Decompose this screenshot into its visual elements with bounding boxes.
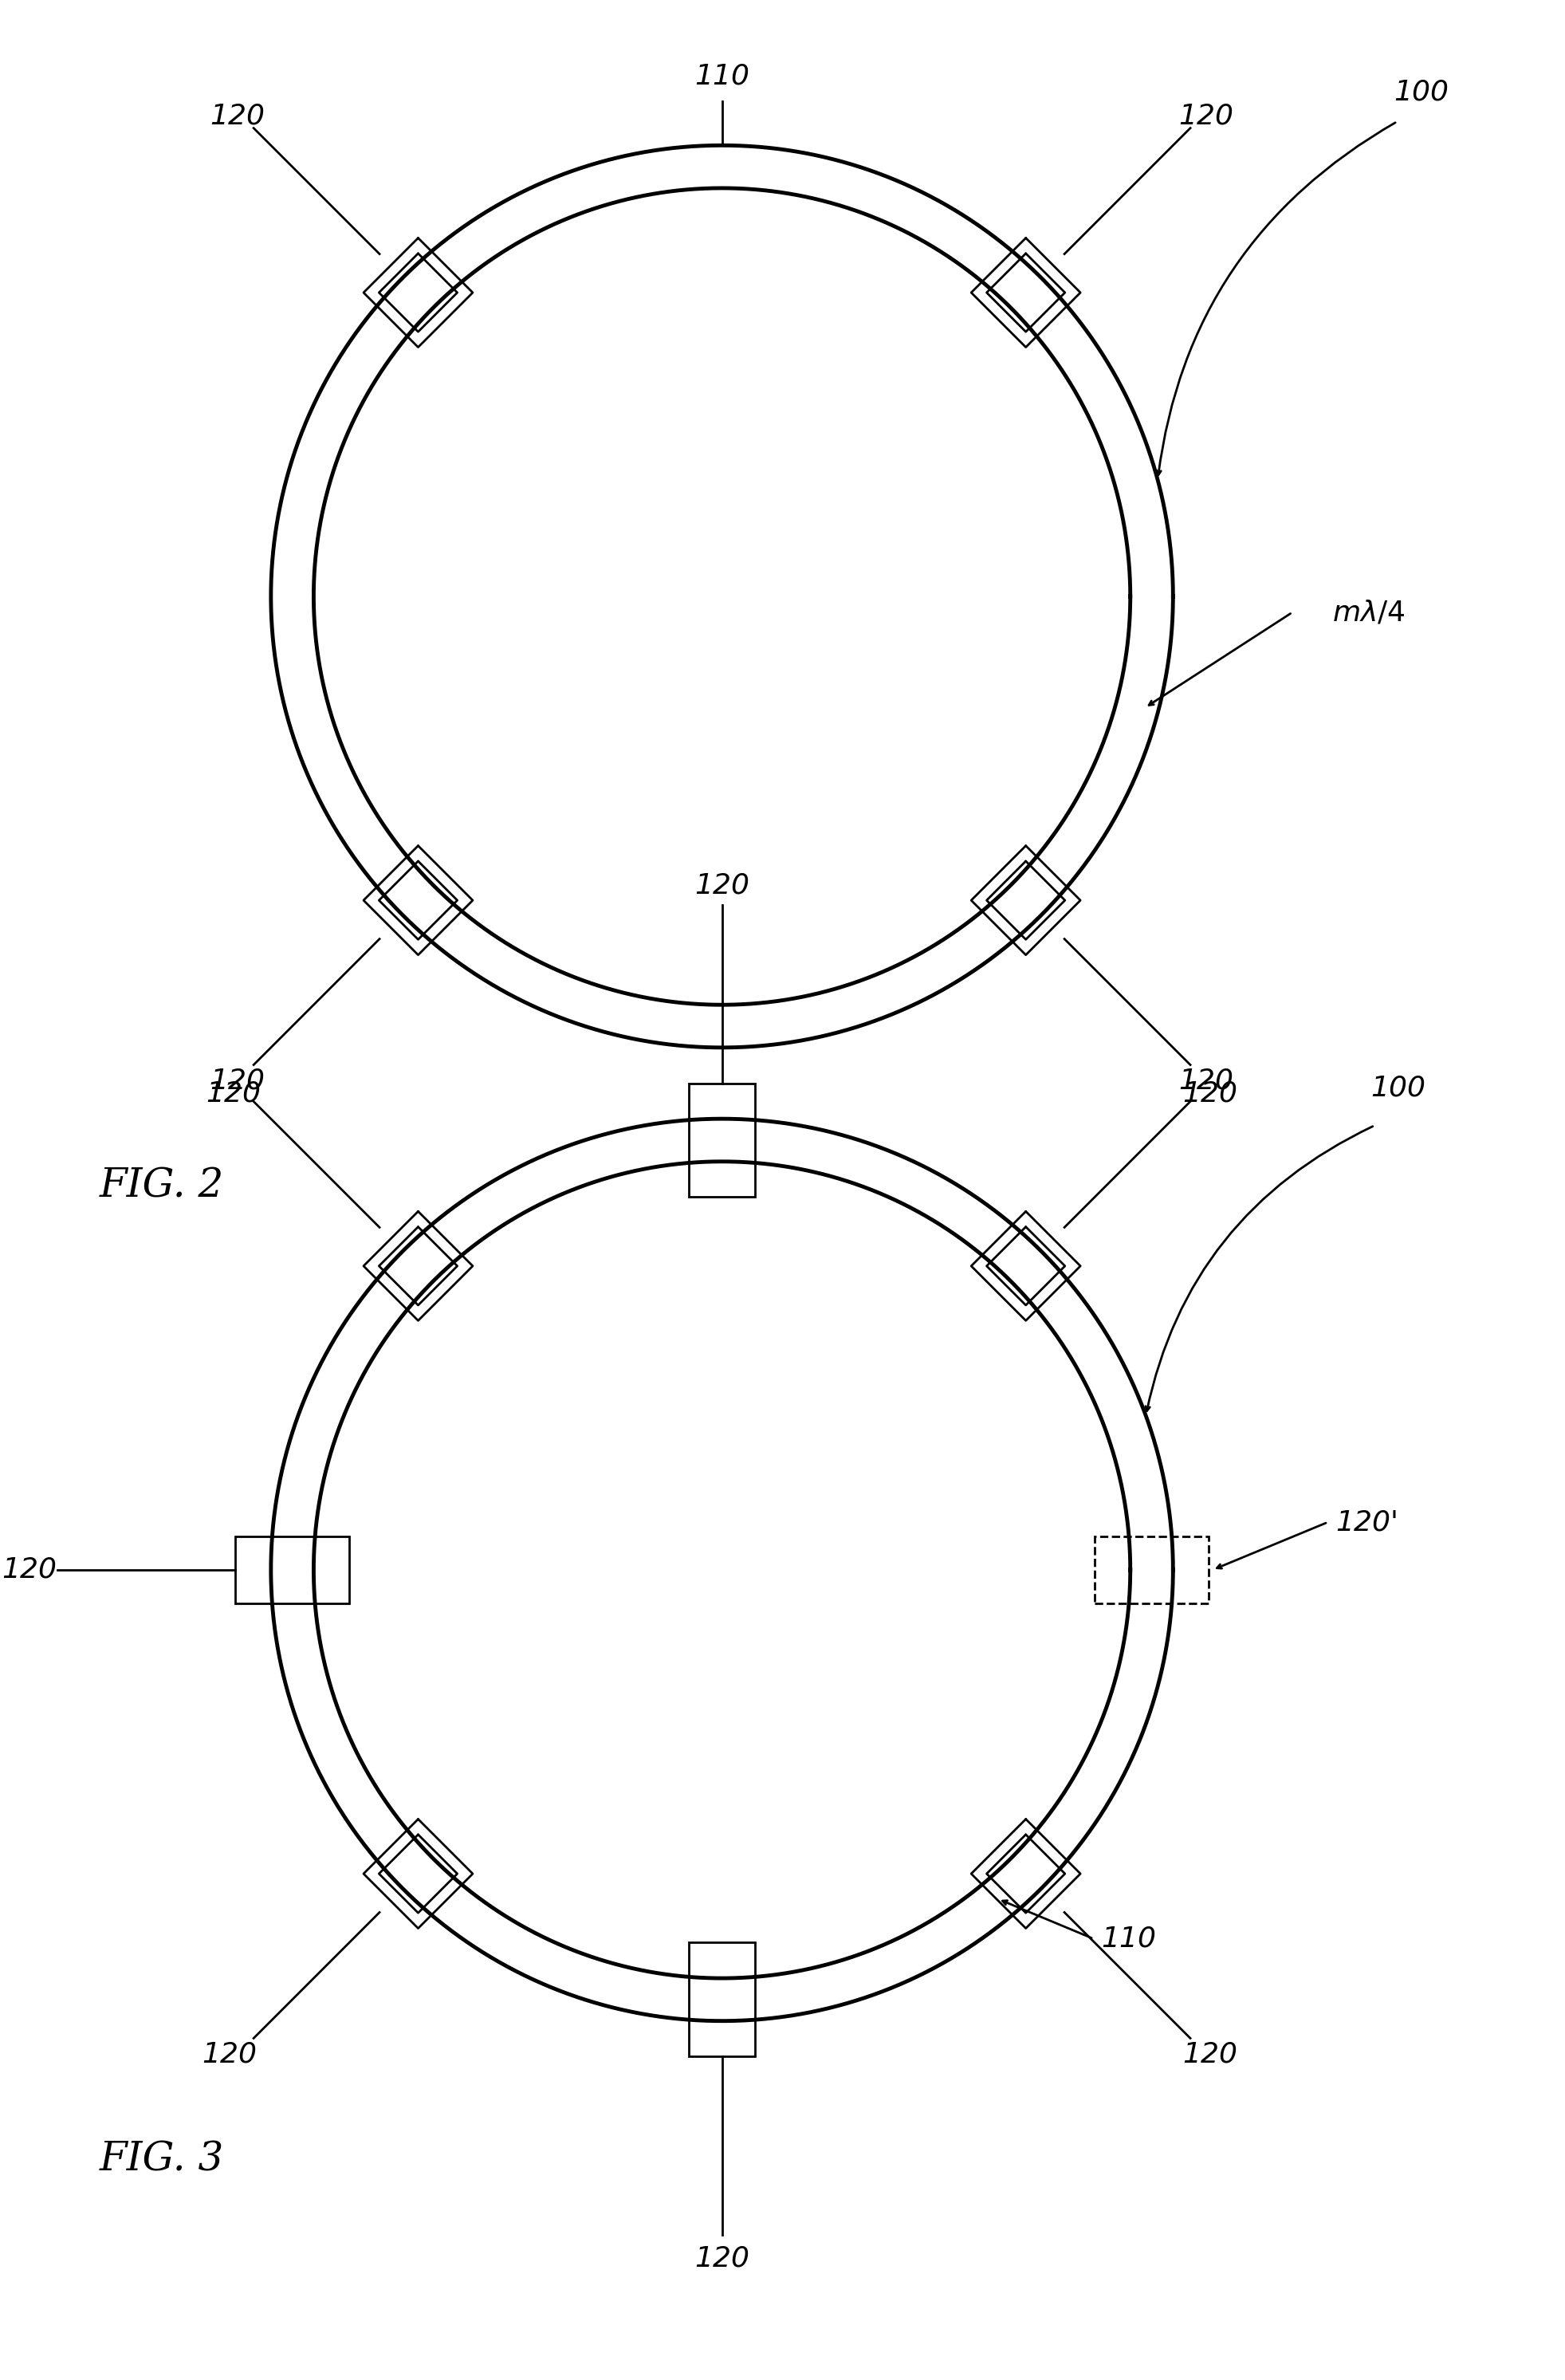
Text: $m\lambda/4$: $m\lambda/4$ xyxy=(1332,600,1405,626)
Text: 120: 120 xyxy=(202,2040,257,2068)
Text: 120: 120 xyxy=(1178,1066,1233,1095)
Text: 120: 120 xyxy=(2,1557,56,1583)
Text: 100: 100 xyxy=(1393,79,1449,105)
Text: 120': 120' xyxy=(1337,1509,1399,1535)
Text: 120: 120 xyxy=(1183,2040,1238,2068)
Text: 120: 120 xyxy=(695,871,750,900)
Bar xyxy=(689,1942,756,2056)
Text: 120: 120 xyxy=(210,1066,264,1095)
Text: 110: 110 xyxy=(1102,1925,1157,1952)
Text: FIG. 3: FIG. 3 xyxy=(99,2140,224,2180)
Bar xyxy=(235,1537,349,1604)
Text: FIG. 2: FIG. 2 xyxy=(99,1166,224,1207)
Text: 120: 120 xyxy=(207,1081,261,1107)
Text: 110: 110 xyxy=(695,62,750,90)
Text: 100: 100 xyxy=(1371,1073,1426,1102)
Text: 120: 120 xyxy=(1183,1081,1238,1107)
Text: 120: 120 xyxy=(1178,102,1233,129)
Bar xyxy=(1094,1537,1208,1604)
Bar xyxy=(689,1083,756,1197)
Text: 120: 120 xyxy=(695,2244,750,2273)
Text: 120: 120 xyxy=(210,102,264,129)
